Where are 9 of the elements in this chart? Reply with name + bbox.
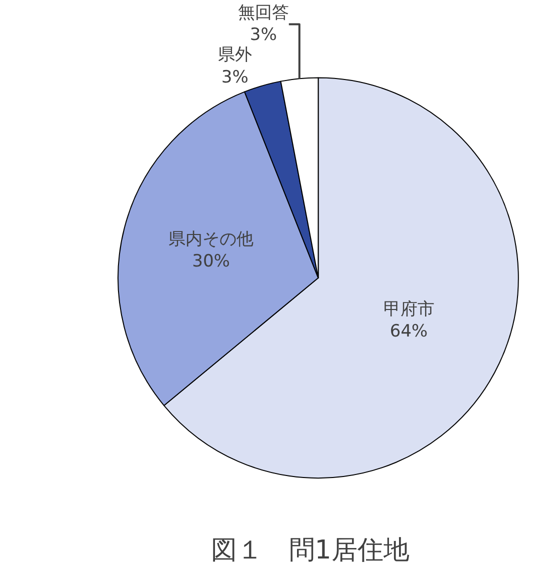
slice-label: 県外 <box>218 45 252 66</box>
slice-label: 無回答 <box>238 3 289 24</box>
data-label: 30% <box>192 251 230 272</box>
data-label: 64% <box>390 322 428 342</box>
slice-label: 県内その他 <box>168 229 254 250</box>
text: 図１ 問1居住地 <box>210 536 410 566</box>
data-label: 3% <box>221 67 248 88</box>
data-label: 3% <box>250 25 277 46</box>
slice-label: 甲府市 <box>383 299 434 320</box>
